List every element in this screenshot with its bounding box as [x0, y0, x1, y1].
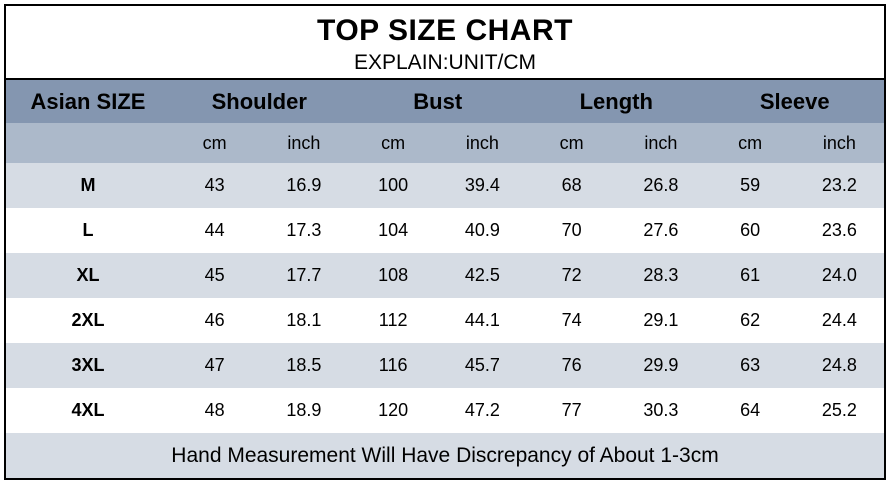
value-cell: 46 [204, 310, 225, 330]
unit-label: inch [465, 132, 499, 153]
value-cell: 16.9 [286, 175, 322, 195]
value-cell: 70 [561, 220, 582, 240]
column-header-asian-size: Asian SIZE [30, 88, 146, 114]
value-cell: 116 [378, 355, 408, 375]
table-row-l: L 44 17.3 104 40.9 70 27.6 60 23.6 [6, 208, 884, 253]
table-header-row: Asian SIZE Shoulder Bust Length Sleeve [6, 80, 884, 123]
unit-label: inch [644, 132, 678, 153]
value-cell: 24.4 [821, 310, 857, 330]
footer-note: Hand Measurement Will Have Discrepancy o… [6, 433, 884, 478]
value-cell: 63 [740, 355, 761, 375]
value-cell: 42.5 [464, 265, 500, 285]
value-cell: 29.9 [643, 355, 679, 375]
value-cell: 17.7 [286, 265, 322, 285]
value-cell: 24.8 [821, 355, 857, 375]
value-cell: 39.4 [464, 175, 500, 195]
value-cell: 45.7 [464, 355, 500, 375]
unit-label-empty [6, 123, 170, 163]
unit-label: cm [202, 132, 227, 153]
column-header-shoulder: Shoulder [211, 88, 307, 114]
table-row-xl: XL 45 17.7 108 42.5 72 28.3 61 24.0 [6, 253, 884, 298]
value-cell: 30.3 [643, 400, 679, 420]
value-cell: 29.1 [643, 310, 679, 330]
size-table: Asian SIZE Shoulder Bust Length Sleeve c… [6, 80, 884, 478]
value-cell: 76 [561, 355, 582, 375]
value-cell: 112 [378, 310, 408, 330]
value-cell: 27.6 [643, 220, 679, 240]
value-cell: 43 [204, 175, 225, 195]
value-cell: 104 [378, 220, 409, 240]
size-chart: TOP SIZE CHART EXPLAIN:UNIT/CM Asian SIZ… [4, 4, 886, 480]
value-cell: 68 [561, 175, 582, 195]
table-row-4xl: 4XL 48 18.9 120 47.2 77 30.3 64 25.2 [6, 388, 884, 433]
value-cell: 47 [204, 355, 225, 375]
unit-header-row: cm inch cm inch cm inch cm inch [6, 123, 884, 163]
table-row-3xl: 3XL 47 18.5 116 45.7 76 29.9 63 24.8 [6, 343, 884, 388]
value-cell: 77 [561, 400, 582, 420]
value-cell: 23.6 [821, 220, 857, 240]
value-cell: 25.2 [821, 400, 857, 420]
value-cell: 74 [561, 310, 582, 330]
value-cell: 47.2 [464, 400, 500, 420]
unit-label: cm [381, 132, 406, 153]
value-cell: 100 [378, 175, 409, 195]
table-row-m: M 43 16.9 100 39.4 68 26.8 59 23.2 [6, 163, 884, 208]
table-row-2xl: 2XL 46 18.1 112 44.1 74 29.1 62 24.4 [6, 298, 884, 343]
value-cell: 18.1 [286, 310, 322, 330]
size-cell: 2XL [71, 310, 105, 330]
value-cell: 108 [378, 265, 409, 285]
unit-label: inch [287, 132, 321, 153]
value-cell: 60 [740, 220, 761, 240]
value-cell: 18.9 [286, 400, 322, 420]
size-cell: XL [76, 265, 100, 285]
size-cell: L [82, 220, 94, 240]
column-header-length: Length [579, 88, 653, 114]
chart-title: TOP SIZE CHART [317, 14, 573, 47]
size-cell: M [80, 175, 96, 195]
size-cell: 3XL [71, 355, 105, 375]
value-cell: 48 [204, 400, 225, 420]
column-header-bust: Bust [413, 88, 463, 114]
value-cell: 23.2 [821, 175, 857, 195]
value-cell: 62 [740, 310, 761, 330]
title-block: TOP SIZE CHART EXPLAIN:UNIT/CM [6, 6, 884, 80]
unit-label: cm [738, 132, 763, 153]
value-cell: 44.1 [464, 310, 500, 330]
value-cell: 61 [740, 265, 761, 285]
column-header-sleeve: Sleeve [759, 88, 830, 114]
value-cell: 59 [740, 175, 761, 195]
value-cell: 18.5 [286, 355, 322, 375]
value-cell: 40.9 [464, 220, 500, 240]
value-cell: 45 [204, 265, 225, 285]
value-cell: 24.0 [821, 265, 857, 285]
value-cell: 28.3 [643, 265, 679, 285]
value-cell: 64 [740, 400, 761, 420]
value-cell: 44 [204, 220, 225, 240]
value-cell: 72 [561, 265, 582, 285]
table-footer-row: Hand Measurement Will Have Discrepancy o… [6, 433, 884, 478]
value-cell: 120 [378, 400, 409, 420]
value-cell: 17.3 [286, 220, 322, 240]
unit-label: cm [559, 132, 584, 153]
chart-subtitle: EXPLAIN:UNIT/CM [353, 51, 537, 74]
value-cell: 26.8 [643, 175, 679, 195]
size-cell: 4XL [71, 400, 105, 420]
unit-label: inch [822, 132, 856, 153]
